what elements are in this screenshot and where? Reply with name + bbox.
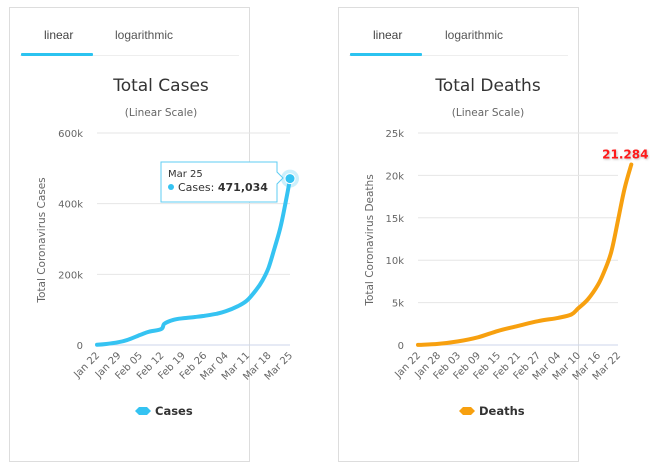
y-axis-label: Total Coronavirus Cases [36,177,48,303]
y-tick-label: 10k [385,256,404,267]
tooltip: Mar 25 Cases: 471,034 [160,161,284,203]
tooltip-series-name: Cases: [178,181,218,194]
chart-title: Total Deaths [434,76,541,96]
data-label: 21.284 [602,148,648,162]
cases-card: linear logarithmic [9,7,250,462]
hover-point [284,173,296,185]
y-tick-label: 400k [58,200,83,211]
legend-label: Deaths [479,404,525,418]
active-tab-indicator [350,53,422,56]
tooltip-box [160,161,284,203]
cases-series-line [95,176,292,347]
legend-item-deaths[interactable]: Deaths [459,404,525,418]
tooltip-date: Mar 25 [168,169,203,180]
tab-logarithmic[interactable]: logarithmic [445,28,504,42]
tooltip-number: 471,034 [218,181,268,194]
scale-tabs: linear logarithmic [349,8,568,56]
hover-marker [281,169,299,188]
tooltip-value: Cases: 471,034 [178,181,268,194]
tab-linear[interactable]: linear [44,28,74,42]
chart-subtitle: (Linear Scale) [125,107,197,119]
legend-label: Cases [155,404,193,418]
y-tick-label: 0 [77,341,83,352]
legend-item-cases[interactable]: Cases [135,404,193,418]
chart-subtitle: (Linear Scale) [452,107,524,119]
y-tick-label: 0 [398,341,404,352]
deaths-card: linear logarithmic [338,7,579,462]
tab-logarithmic[interactable]: logarithmic [115,28,174,42]
legend-symbol [459,407,475,415]
chart-title: Total Cases [112,76,209,96]
legend-symbol [135,407,151,415]
y-tick-label: 600k [58,129,83,140]
tab-linear[interactable]: linear [373,28,403,42]
deaths-series-line [416,162,634,347]
y-tick-label: 5k [392,299,404,310]
y-tick-label: 15k [385,214,404,225]
scale-tabs: linear logarithmic [20,8,239,56]
tooltip-series-dot [168,184,174,190]
y-tick-label: 25k [385,129,404,140]
y-axis-label: Total Coronavirus Deaths [364,174,376,306]
y-tick-label: 200k [58,270,83,281]
y-tick-label: 20k [385,171,404,182]
active-tab-indicator [21,53,93,56]
